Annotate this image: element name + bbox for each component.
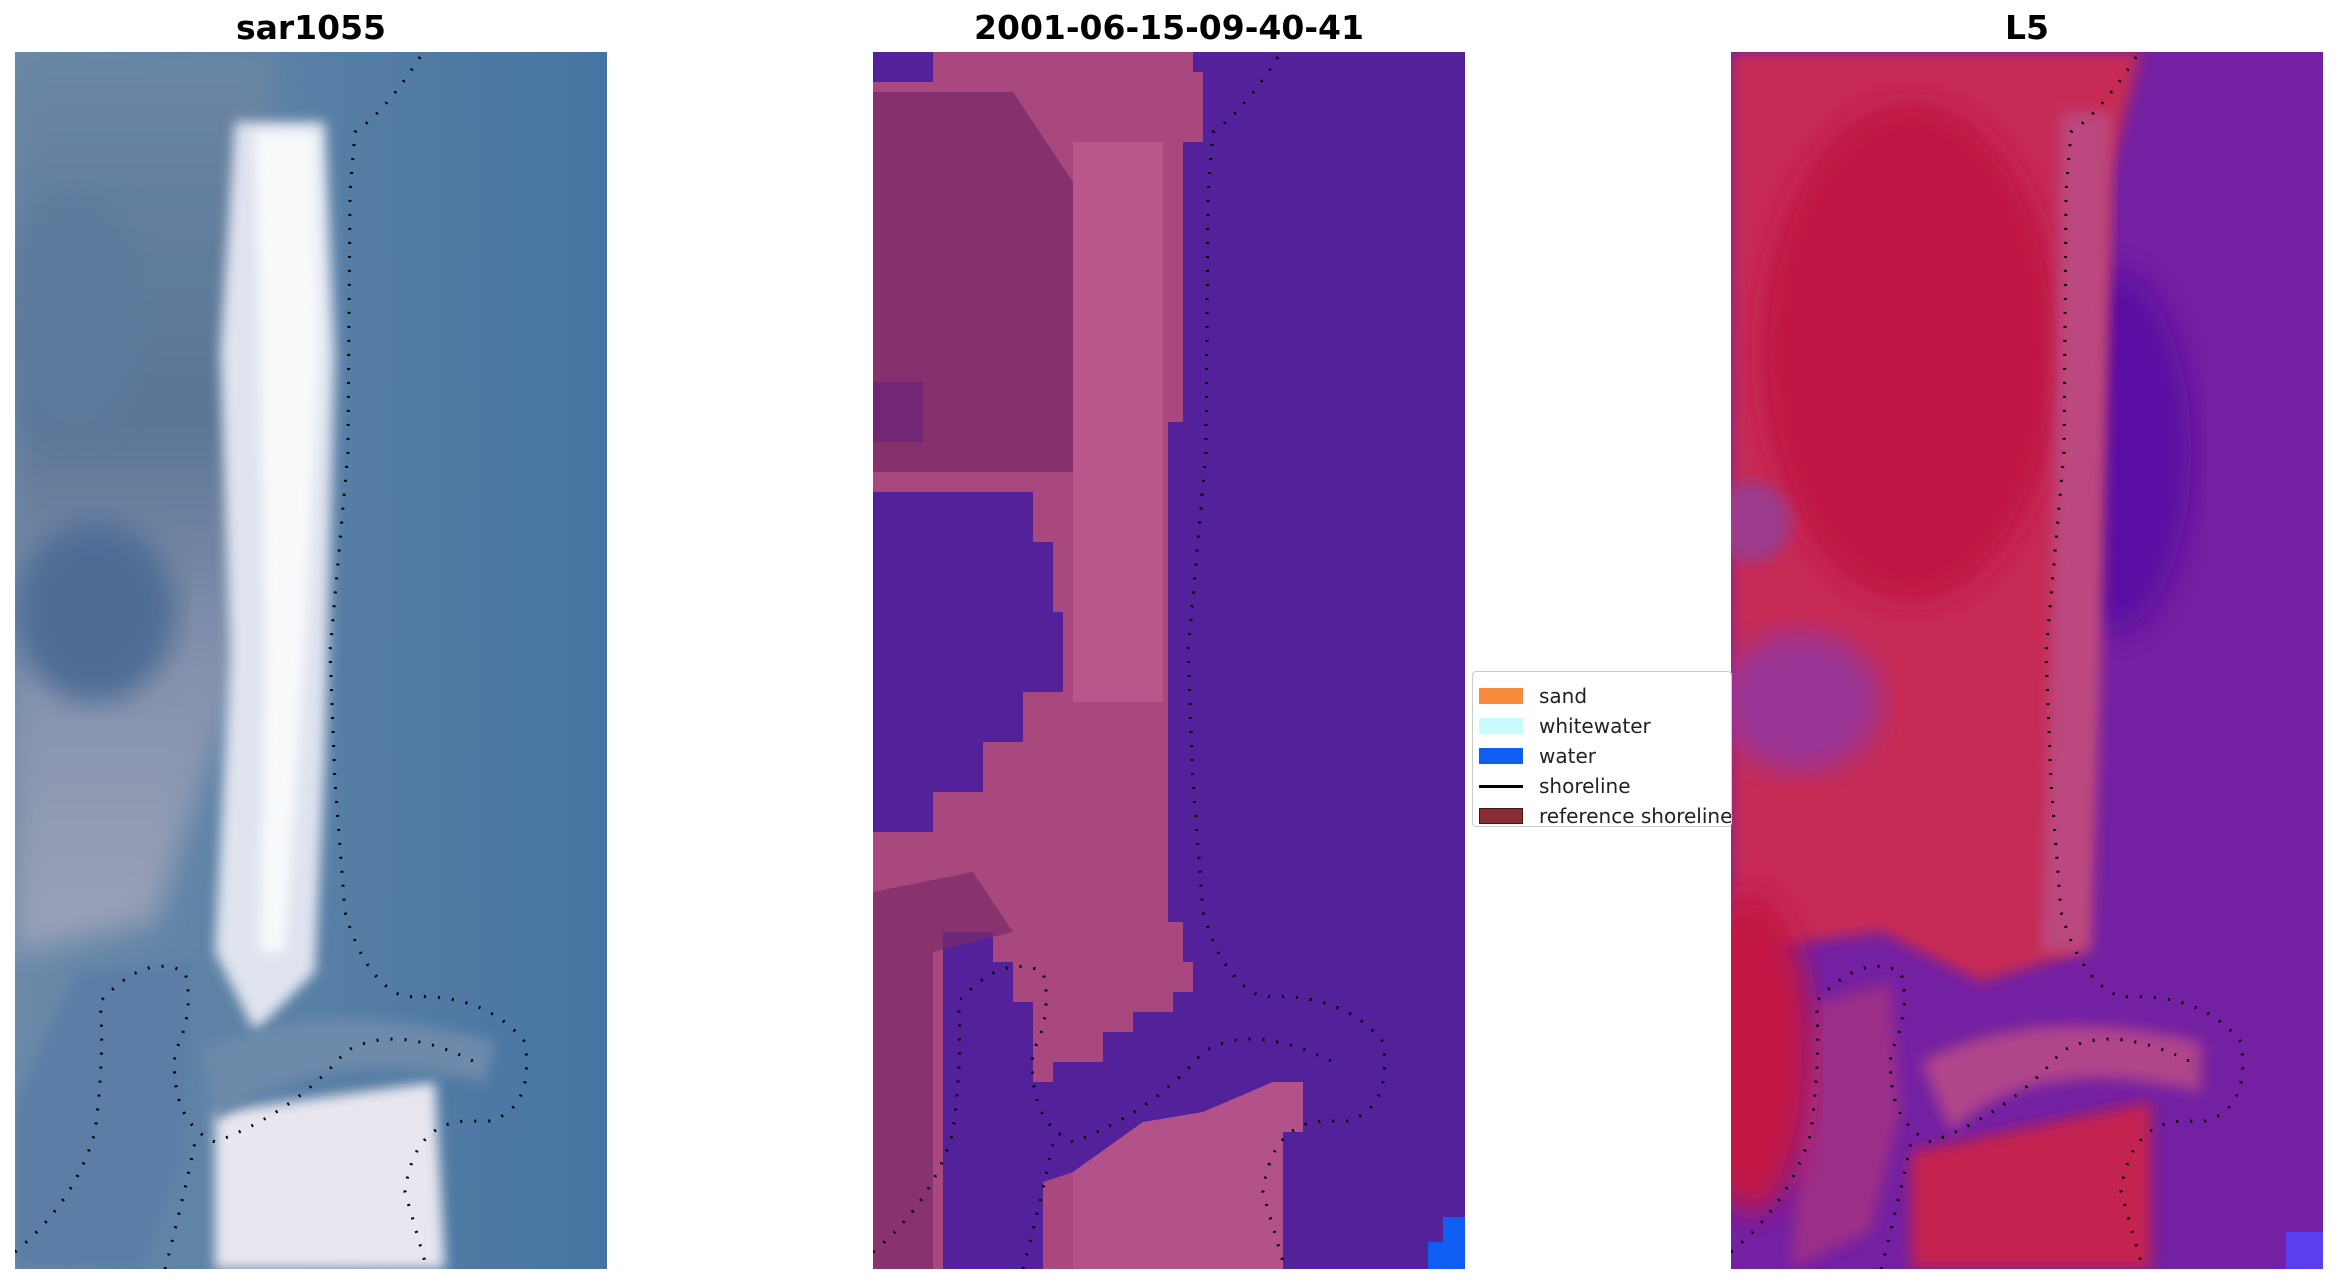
index-image: [1731, 52, 2323, 1269]
rgb-image: [15, 52, 607, 1269]
legend-item-sand: sand: [1473, 680, 1731, 710]
reference-shoreline-swatch: [1479, 808, 1523, 824]
water-swatch: [1479, 748, 1523, 764]
legend-item-reference-shoreline: reference shoreline: [1473, 800, 1732, 827]
rgb-dark-patch-2: [15, 192, 145, 432]
rgb-lagoon: [15, 962, 195, 1269]
legend-label-reference-shoreline: reference shoreline: [1539, 804, 1732, 827]
index-purple-patch-2: [1731, 482, 1791, 562]
rgb-sand-bright: [255, 132, 320, 952]
class-land-lower: [1073, 1082, 1303, 1269]
index-left-land-lower: [1731, 892, 1811, 1212]
rgb-lower-sand: [215, 1082, 445, 1269]
class-land-bright: [1073, 142, 1163, 702]
legend-label-whitewater: whitewater: [1539, 714, 1651, 738]
class-water-block: [1428, 1217, 1465, 1269]
index-purple-patch: [1731, 632, 1881, 772]
index-shoreline-1: [2044, 56, 2245, 1269]
rgb-image-panel: [15, 52, 607, 1269]
classified-image: [873, 52, 1465, 1269]
class-land-lower-2: [1043, 1172, 1073, 1269]
index-channel: [1921, 1026, 2201, 1132]
panel-title-classified: 2001-06-15-09-40-41: [974, 8, 1364, 47]
index-image-panel: [1731, 52, 2323, 1269]
legend-label-shoreline: shoreline: [1539, 774, 1631, 798]
rgb-shoreline-1: [328, 56, 529, 1269]
rgb-dark-patch: [15, 522, 175, 702]
class-land-dark: [873, 92, 1093, 472]
rgb-channel: [205, 1019, 495, 1122]
index-corner-block: [2286, 1232, 2323, 1269]
legend: sand whitewater water shoreline referenc…: [1472, 671, 1732, 827]
index-land-core: [1761, 102, 2061, 602]
legend-item-water: water: [1473, 740, 1731, 770]
legend-item-shoreline: shoreline: [1473, 770, 1731, 800]
panel-title-index: L5: [2005, 8, 2049, 47]
shoreline-line-swatch: [1479, 785, 1523, 788]
sand-swatch: [1479, 688, 1523, 704]
panel-title-rgb: sar1055: [235, 8, 387, 47]
legend-label-water: water: [1539, 744, 1596, 768]
whitewater-swatch: [1479, 718, 1523, 734]
legend-item-whitewater: whitewater: [1473, 710, 1731, 740]
class-land-dark-2: [873, 872, 1013, 1269]
classified-image-panel: [873, 52, 1465, 1269]
index-transition: [2041, 112, 2111, 952]
index-lower-land: [1911, 1102, 2151, 1269]
class-shoreline-1: [1186, 56, 1387, 1269]
legend-label-sand: sand: [1539, 684, 1588, 708]
